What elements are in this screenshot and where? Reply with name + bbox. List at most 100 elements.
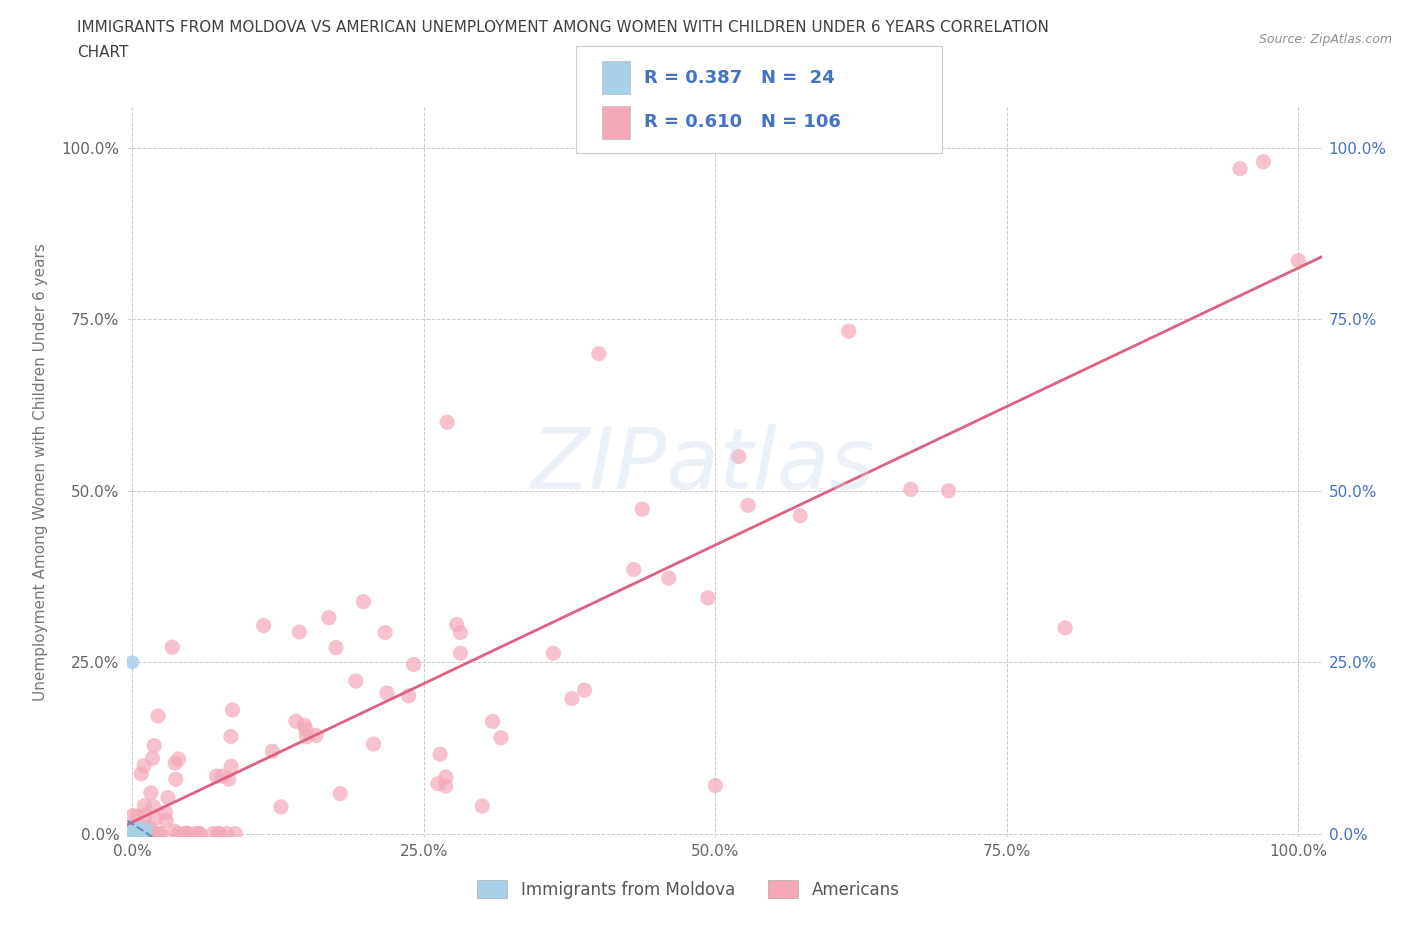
- Point: [134, 826, 156, 841]
- Point: [129, 821, 152, 836]
- Text: ZIPatlas: ZIPatlas: [531, 423, 875, 507]
- Point: [481, 714, 503, 729]
- Point: [697, 591, 720, 605]
- Point: [121, 826, 143, 841]
- Point: [402, 658, 425, 672]
- Point: [121, 822, 143, 837]
- Point: [352, 594, 374, 609]
- Point: [125, 825, 148, 840]
- Point: [184, 826, 207, 841]
- Legend: Immigrants from Moldova, Americans: Immigrants from Moldova, Americans: [471, 874, 905, 905]
- Point: [135, 823, 157, 838]
- Point: [446, 617, 468, 631]
- Point: [143, 811, 166, 826]
- Point: [121, 825, 143, 840]
- Point: [121, 826, 143, 841]
- Point: [127, 824, 149, 839]
- Point: [141, 751, 163, 765]
- Point: [128, 821, 150, 836]
- Point: [294, 722, 316, 737]
- Point: [132, 758, 155, 773]
- Point: [1286, 253, 1309, 268]
- Point: [574, 683, 596, 698]
- Point: [543, 645, 565, 660]
- Point: [134, 798, 156, 813]
- Point: [294, 718, 316, 733]
- Text: R = 0.387   N =  24: R = 0.387 N = 24: [644, 69, 835, 86]
- Point: [284, 714, 307, 729]
- Point: [588, 346, 610, 361]
- Point: [132, 826, 155, 841]
- Point: [219, 729, 242, 744]
- Point: [623, 562, 645, 577]
- Point: [449, 645, 471, 660]
- Point: [129, 766, 152, 781]
- Point: [141, 826, 163, 841]
- Point: [363, 737, 385, 751]
- Point: [121, 826, 143, 841]
- Point: [121, 808, 143, 823]
- Point: [211, 769, 233, 784]
- Point: [141, 826, 163, 841]
- Point: [218, 772, 240, 787]
- Point: [146, 709, 169, 724]
- Point: [148, 826, 170, 841]
- Point: [176, 826, 198, 841]
- Point: [374, 625, 396, 640]
- Point: [121, 826, 143, 841]
- Point: [129, 826, 152, 841]
- Point: [375, 685, 398, 700]
- Point: [156, 790, 179, 805]
- Point: [165, 756, 187, 771]
- Point: [838, 324, 860, 339]
- Point: [205, 769, 228, 784]
- Point: [124, 826, 146, 841]
- Point: [121, 826, 143, 841]
- Point: [121, 826, 143, 841]
- Point: [142, 799, 165, 814]
- Point: [129, 818, 152, 833]
- Point: [398, 688, 420, 703]
- Point: [121, 826, 143, 841]
- Point: [121, 826, 143, 841]
- Point: [121, 826, 143, 841]
- Point: [127, 826, 149, 841]
- Point: [219, 759, 242, 774]
- Point: [1229, 161, 1251, 176]
- Point: [737, 498, 759, 512]
- Point: [155, 805, 177, 820]
- Point: [121, 821, 143, 836]
- Point: [253, 618, 276, 633]
- Point: [188, 826, 211, 841]
- Point: [449, 625, 471, 640]
- Point: [318, 610, 340, 625]
- Point: [124, 826, 146, 841]
- Point: [305, 728, 328, 743]
- Point: [288, 625, 311, 640]
- Point: [489, 730, 512, 745]
- Point: [704, 778, 727, 793]
- Point: [295, 729, 318, 744]
- Point: [174, 826, 197, 841]
- Point: [139, 786, 162, 801]
- Text: R = 0.610   N = 106: R = 0.610 N = 106: [644, 113, 841, 131]
- Point: [436, 415, 458, 430]
- Point: [121, 820, 143, 835]
- Point: [344, 673, 367, 688]
- Point: [434, 778, 457, 793]
- Point: [224, 826, 246, 841]
- Point: [789, 509, 811, 524]
- Point: [176, 826, 198, 841]
- Point: [426, 777, 449, 791]
- Point: [201, 826, 224, 841]
- Point: [658, 571, 681, 586]
- Point: [167, 826, 190, 841]
- Point: [471, 799, 494, 814]
- Point: [125, 808, 148, 823]
- Point: [150, 826, 173, 841]
- Point: [121, 825, 143, 840]
- Point: [329, 786, 352, 801]
- Point: [188, 826, 211, 841]
- Point: [262, 744, 284, 759]
- Text: IMMIGRANTS FROM MOLDOVA VS AMERICAN UNEMPLOYMENT AMONG WOMEN WITH CHILDREN UNDER: IMMIGRANTS FROM MOLDOVA VS AMERICAN UNEM…: [77, 20, 1049, 35]
